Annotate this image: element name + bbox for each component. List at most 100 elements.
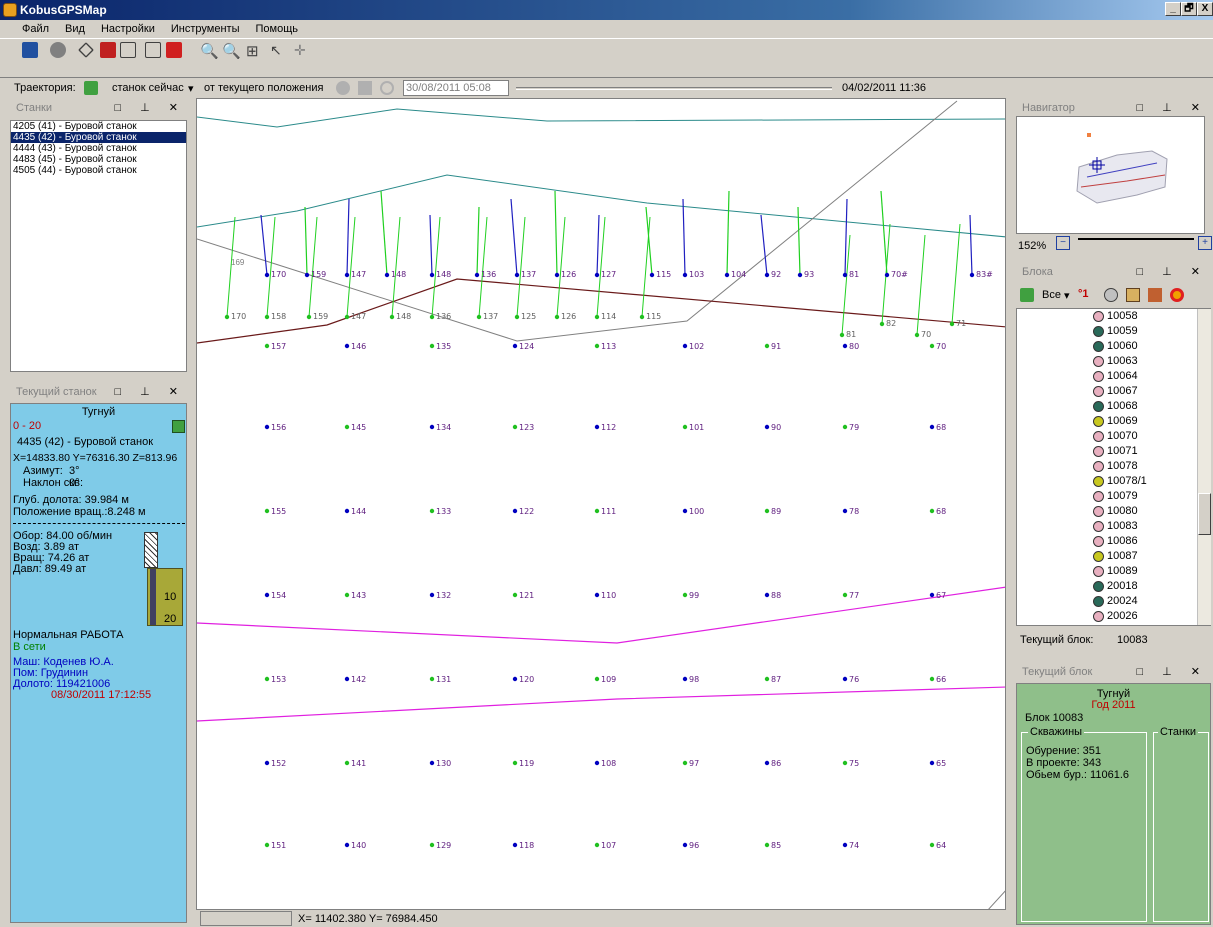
time-slider[interactable] [516,87,832,90]
tree-item[interactable]: 10068 [1017,399,1210,414]
well-point[interactable] [264,592,270,598]
well-point[interactable] [512,760,518,766]
well-point[interactable] [384,272,390,278]
trajectory-from-dropdown[interactable]: от текущего положения [204,82,324,94]
well-point[interactable] [929,508,935,514]
well-point[interactable] [764,842,770,848]
well-point[interactable] [842,592,848,598]
tree-item[interactable]: 10079 [1017,489,1210,504]
well-point[interactable] [264,314,270,320]
well-point[interactable] [682,272,688,278]
list-item[interactable]: 4435 (42) - Буровой станок [11,132,186,143]
tree-item[interactable]: 10067 [1017,384,1210,399]
page-icon[interactable] [120,42,136,58]
well-point[interactable] [649,272,655,278]
well-point[interactable] [764,343,770,349]
well-point[interactable] [764,592,770,598]
well-point[interactable] [344,592,350,598]
well-point[interactable] [512,508,518,514]
menu-file[interactable]: Файл [22,23,50,35]
well-point[interactable] [344,508,350,514]
well-point[interactable] [344,676,350,682]
well-point[interactable] [264,343,270,349]
well-point[interactable] [764,508,770,514]
well-point[interactable] [929,760,935,766]
building-icon[interactable] [1126,288,1140,302]
flag-icon[interactable] [100,42,116,58]
chevron-down-icon[interactable]: ▾ [188,83,194,95]
tree-item[interactable]: 10080 [1017,504,1210,519]
well-point[interactable] [344,424,350,430]
well-point[interactable] [554,272,560,278]
well-point[interactable] [264,676,270,682]
list-item[interactable]: 4505 (44) - Буровой станок [13,165,137,176]
layers-icon[interactable] [1148,288,1162,302]
well-point[interactable] [949,321,955,327]
refresh-icon[interactable] [1020,288,1034,302]
panel-controls[interactable]: □ ⊥ ✕ [114,386,186,398]
play-icon[interactable] [336,81,350,95]
well-point[interactable] [514,314,520,320]
tree-item[interactable]: 10087 [1017,549,1210,564]
restore-button[interactable]: 🗗 [1181,2,1197,16]
refresh-icon[interactable] [84,81,98,95]
map-view[interactable]: 157 146 135 124 113 102 91 80 70 156 145 134 123 112 1… [196,98,1006,910]
tree-item[interactable]: 10060 [1017,339,1210,354]
well-point[interactable] [594,842,600,848]
well-point[interactable] [264,272,270,278]
well-point[interactable] [344,343,350,349]
well-point[interactable] [512,592,518,598]
well-point[interactable] [594,592,600,598]
well-point[interactable] [914,332,920,338]
well-point[interactable] [639,314,645,320]
well-point[interactable] [929,592,935,598]
chevron-down-icon[interactable]: ▾ [1064,290,1070,302]
well-point[interactable] [429,676,435,682]
well-point[interactable] [842,272,848,278]
minimize-button[interactable]: _ [1165,2,1181,16]
tree-item[interactable]: 10083 [1017,519,1210,534]
well-point[interactable] [764,424,770,430]
well-point[interactable] [429,508,435,514]
well-point[interactable] [306,314,312,320]
well-point[interactable] [344,314,350,320]
well-point[interactable] [929,676,935,682]
tree-item[interactable]: 10069 [1017,414,1210,429]
well-point[interactable] [344,272,350,278]
well-point[interactable] [842,424,848,430]
well-point[interactable] [797,272,803,278]
minus-box-icon[interactable] [145,42,161,58]
trajectory-mode-dropdown[interactable]: станок сейчас [112,82,184,94]
filter-icon[interactable] [172,420,185,433]
well-point[interactable] [842,760,848,766]
tree-item[interactable]: 10086 [1017,534,1210,549]
well-point[interactable] [304,272,310,278]
well-point[interactable] [224,314,230,320]
well-point[interactable] [839,332,845,338]
well-point[interactable] [724,272,730,278]
panel-controls[interactable]: □ ⊥ ✕ [1136,666,1208,678]
target-icon[interactable] [1170,288,1184,302]
menu-view[interactable]: Вид [65,23,85,35]
tree-item[interactable]: 10059 [1017,324,1210,339]
well-point[interactable] [682,676,688,682]
close-button[interactable]: X [1197,2,1213,16]
well-point[interactable] [429,760,435,766]
well-point[interactable] [764,760,770,766]
tree-item[interactable]: 10064 [1017,369,1210,384]
well-point[interactable] [764,272,770,278]
tree-item[interactable]: 10063 [1017,354,1210,369]
filter-dropdown[interactable]: Все [1042,289,1061,301]
menu-settings[interactable]: Настройки [100,23,155,35]
well-point[interactable] [682,592,688,598]
fit-extent-icon[interactable] [166,42,182,58]
camera-icon[interactable] [50,42,66,58]
pointer-icon[interactable]: ↖ [270,42,282,58]
zoom-slider[interactable] [1078,238,1194,242]
tree-item[interactable]: 10078 [1017,459,1210,474]
well-point[interactable] [264,760,270,766]
well-point[interactable] [682,760,688,766]
well-point[interactable] [344,842,350,848]
scrollbar-thumb[interactable] [1198,493,1211,535]
well-point[interactable] [594,314,600,320]
